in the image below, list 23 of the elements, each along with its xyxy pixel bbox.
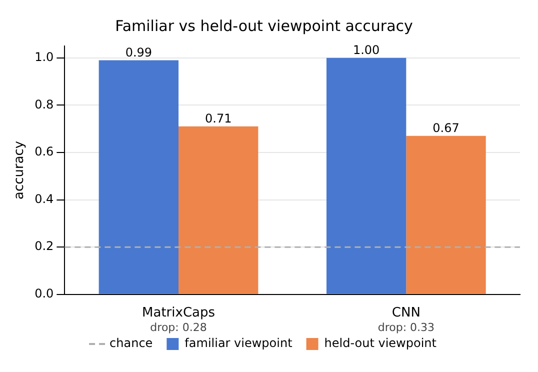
x-tick-label: MatrixCaps	[142, 306, 216, 321]
data-label: 0.71	[204, 112, 232, 126]
text: drop: 0.33	[378, 320, 435, 334]
y-tick-label: 0.0	[34, 286, 54, 301]
y-axis-title: accuracy	[12, 140, 28, 200]
legend-label: held-out viewpoint	[324, 336, 437, 350]
chart-title: Familiar vs held-out viewpoint accuracy	[115, 16, 414, 35]
legend-label: chance	[110, 336, 153, 350]
y-tick-label: 0.6	[34, 144, 54, 159]
bar	[406, 136, 486, 294]
text: drop: 0.28	[150, 320, 207, 334]
legend-label: familiar viewpoint	[184, 336, 293, 350]
bar	[326, 58, 406, 294]
data-label: 0.99	[125, 45, 152, 60]
y-tick-label: 1.0	[34, 50, 54, 64]
data-label: 0.67	[432, 121, 460, 136]
x-tick-label: CNN	[392, 306, 420, 321]
data-label: 1.00	[352, 42, 380, 57]
y-tick-label: 0.2	[34, 239, 54, 254]
y-tick-label: 0.4	[34, 192, 54, 206]
y-tick-label: 0.8	[34, 97, 54, 112]
bar	[178, 126, 258, 294]
bar	[98, 60, 179, 294]
